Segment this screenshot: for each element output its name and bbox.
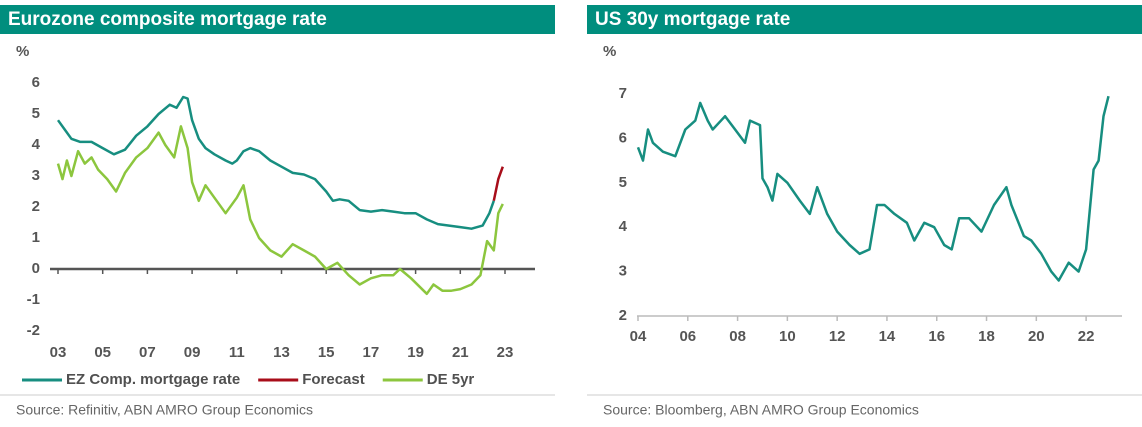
x-tick-label: 17 — [363, 344, 380, 361]
legend-label: EZ Comp. mortgage rate — [66, 371, 240, 388]
x-tick-label: 23 — [497, 344, 514, 361]
legend-label: Forecast — [302, 371, 365, 388]
y-tick-label: 3 — [619, 263, 627, 280]
y-tick-label: 2 — [619, 307, 627, 324]
chart-title: Eurozone composite mortgage rate — [8, 9, 327, 30]
chart-title: US 30y mortgage rate — [595, 9, 790, 30]
y-axis-label: % — [603, 43, 616, 60]
data-line — [492, 166, 504, 202]
x-tick-label: 21 — [452, 344, 469, 361]
x-tick-label: 11 — [229, 344, 245, 361]
y-tick-label: 5 — [619, 174, 627, 191]
y-tick-label: 4 — [32, 136, 41, 153]
y-tick-label: 6 — [32, 74, 40, 91]
panel-header — [587, 5, 1142, 34]
y-tick-label: 5 — [32, 105, 40, 122]
y-tick-label: 4 — [619, 218, 628, 235]
source: Source: Refinitiv, ABN AMRO Group Econom… — [16, 402, 313, 418]
y-tick-label: 1 — [32, 229, 40, 246]
x-tick-label: 20 — [1028, 328, 1045, 345]
x-tick-label: 04 — [630, 328, 647, 345]
x-tick-label: 09 — [184, 344, 201, 361]
data-line — [56, 125, 504, 296]
y-tick-label: 0 — [32, 260, 40, 277]
x-tick-label: 10 — [779, 328, 796, 345]
x-tick-label: 03 — [50, 344, 67, 361]
panel-header — [0, 5, 555, 34]
x-tick-label: 06 — [679, 328, 696, 345]
x-tick-label: 05 — [94, 344, 111, 361]
x-tick-label: 12 — [829, 328, 846, 345]
x-tick-label: 16 — [928, 328, 945, 345]
x-tick-label: 22 — [1078, 328, 1095, 345]
data-line — [636, 95, 1110, 282]
source: Source: Bloomberg, ABN AMRO Group Econom… — [603, 402, 919, 418]
x-tick-label: 07 — [139, 344, 156, 361]
x-tick-label: 15 — [318, 344, 335, 361]
y-tick-label: -2 — [27, 322, 40, 339]
x-tick-label: 19 — [407, 344, 424, 361]
x-tick-label: 14 — [879, 328, 896, 345]
y-axis-label: % — [16, 43, 29, 60]
y-tick-label: 3 — [32, 167, 40, 184]
y-tick-label: 2 — [32, 198, 40, 215]
y-tick-label: 6 — [619, 129, 627, 146]
legend-label: DE 5yr — [427, 371, 475, 388]
data-line — [56, 95, 495, 230]
y-tick-label: -1 — [27, 291, 40, 308]
y-tick-label: 7 — [619, 85, 627, 102]
x-tick-label: 08 — [729, 328, 746, 345]
x-tick-label: 13 — [273, 344, 290, 361]
x-tick-label: 18 — [978, 328, 995, 345]
